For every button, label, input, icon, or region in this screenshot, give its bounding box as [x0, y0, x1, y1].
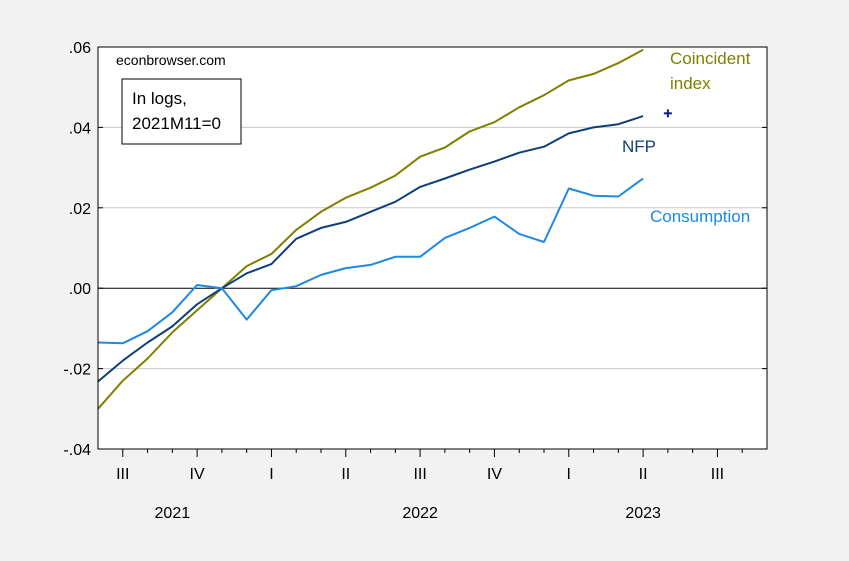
- series-line-nfp: [97, 115, 644, 383]
- markers: [663, 109, 672, 118]
- x-year-label-0: 2021: [155, 505, 191, 522]
- source-label: econbrowser.com: [116, 52, 226, 68]
- y-tick-label-5: .06: [69, 40, 91, 57]
- x-quarter-label-1: IV: [190, 466, 205, 483]
- plot-frame: [97, 46, 768, 450]
- x-year-label-1: 2022: [402, 505, 438, 522]
- x-quarter-label-2: I: [269, 466, 273, 483]
- x-quarter-label-3: II: [341, 466, 350, 483]
- x-quarter-label-8: III: [711, 466, 724, 483]
- x-quarter-label-5: IV: [487, 466, 502, 483]
- coincident-label-line-2: index: [670, 74, 711, 93]
- x-quarter-label-6: I: [567, 466, 571, 483]
- series-lines: [97, 48, 644, 410]
- consumption-label: Consumption: [650, 207, 750, 226]
- x-quarter-label-4: III: [413, 466, 426, 483]
- note-line-1: In logs,: [132, 89, 187, 108]
- y-tick-label-2: .00: [69, 281, 91, 298]
- nfp-label: NFP: [622, 137, 656, 156]
- x-quarter-label-7: II: [639, 466, 648, 483]
- y-tick-label-0: -.04: [63, 442, 91, 459]
- x-year-label-2: 2023: [625, 505, 661, 522]
- coincident-label-line-1: Coincident: [670, 49, 751, 68]
- note-box: [121, 78, 242, 145]
- series-line-consumption: [97, 177, 644, 345]
- y-tick-label-1: -.02: [63, 362, 91, 379]
- x-quarter-label-0: III: [116, 466, 129, 483]
- series-line-coincident-index: [97, 48, 644, 410]
- note-line-2: 2021M11=0: [132, 114, 221, 133]
- y-tick-label-3: .02: [69, 201, 91, 218]
- y-tick-label-4: .04: [69, 120, 91, 137]
